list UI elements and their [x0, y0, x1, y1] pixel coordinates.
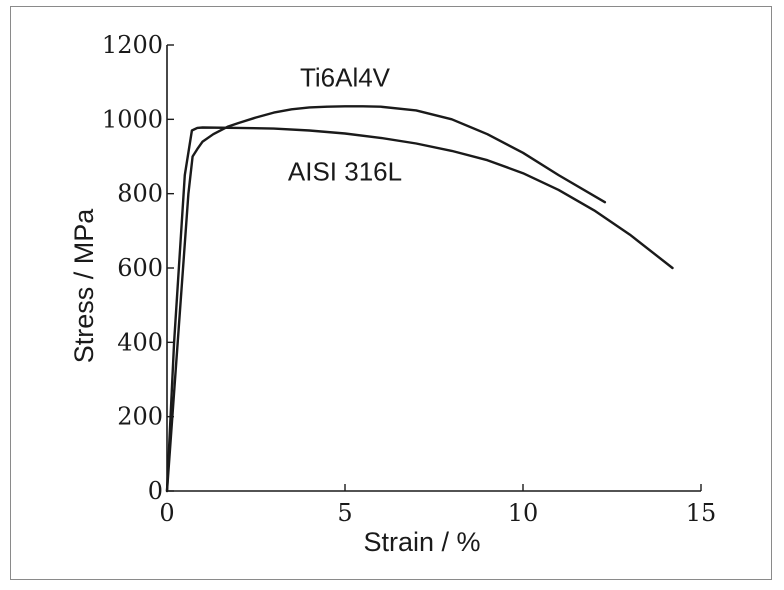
y-tick-label: 200 [117, 403, 163, 431]
y-tick-label: 800 [117, 180, 163, 208]
x-tick-label: 5 [337, 499, 352, 527]
series-labels: Ti6Al4V AISI 316L [288, 63, 402, 187]
chart-frame: 0 5 10 15 0 200 400 600 800 1000 1200 Ti6Al4V AISI … [10, 6, 772, 580]
series-line-aisi-316l [165, 126, 674, 493]
y-tick-label: 1000 [102, 105, 163, 133]
series-line-ti6al4v [165, 105, 607, 493]
ticks: 0 5 10 15 0 200 400 600 800 1000 1200 [102, 31, 716, 527]
y-tick-label: 1200 [102, 31, 163, 59]
y-tick-label: 600 [117, 254, 163, 282]
series-label-aisi-316l: AISI 316L [288, 157, 402, 187]
series-lines [165, 105, 674, 493]
x-tick-label: 10 [508, 499, 539, 527]
series-label-ti6al4v: Ti6Al4V [300, 63, 391, 93]
axes [166, 45, 701, 492]
stress-strain-chart: 0 5 10 15 0 200 400 600 800 1000 1200 Ti6Al4V AISI … [69, 31, 716, 557]
x-tick-label: 0 [159, 499, 174, 527]
y-tick-label: 400 [117, 328, 163, 356]
x-axis-title: Strain / % [363, 527, 480, 557]
x-tick-label: 15 [686, 499, 717, 527]
y-axis-title: Stress / MPa [69, 208, 99, 364]
y-tick-label: 0 [148, 477, 163, 505]
